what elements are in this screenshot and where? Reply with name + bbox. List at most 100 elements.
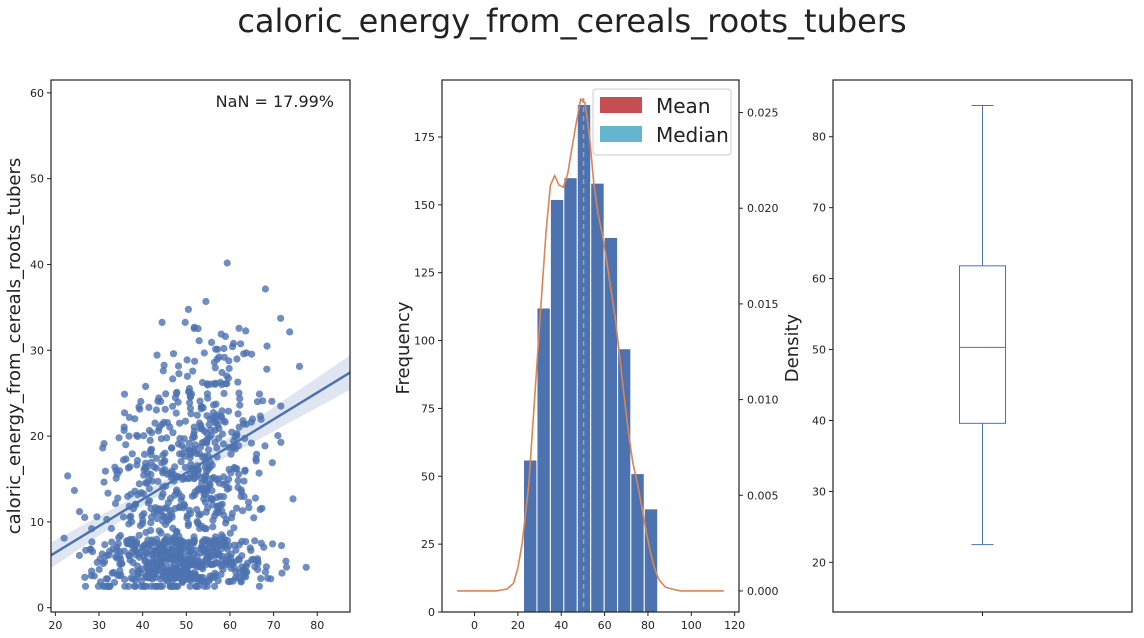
scatter-point — [197, 474, 205, 482]
scatter-point — [156, 505, 164, 513]
scatter-point — [199, 404, 207, 412]
x-tick-label: 30 — [92, 619, 106, 632]
scatter-point — [131, 582, 140, 590]
scatter-point — [237, 577, 245, 585]
scatter-point — [238, 488, 246, 496]
y2-axis-label: Density — [782, 313, 803, 382]
scatter-point — [190, 324, 198, 332]
scatter-point — [114, 494, 122, 502]
scatter-point — [196, 443, 205, 451]
scatter-point — [140, 471, 148, 479]
scatter-point — [241, 572, 249, 580]
scatter-point — [207, 426, 215, 434]
scatter-point — [268, 459, 276, 467]
legend-swatch — [600, 97, 642, 113]
scatter-point — [124, 492, 132, 500]
scatter-point — [219, 560, 227, 568]
kde-curve — [457, 97, 724, 592]
scatter-point — [247, 418, 255, 426]
scatter-point — [163, 533, 171, 541]
scatter-point — [201, 525, 209, 533]
scatter-point — [235, 423, 243, 431]
scatter-point — [179, 475, 187, 483]
scatter-point — [224, 578, 232, 586]
y-axis-label: Frequency — [393, 301, 414, 394]
legend-label: Median — [656, 123, 729, 147]
scatter-point — [88, 548, 97, 556]
scatter-point — [242, 327, 250, 335]
scatter-point — [160, 418, 168, 426]
scatter-point — [95, 565, 103, 574]
scatter-point — [164, 512, 173, 520]
scatter-point — [228, 558, 236, 567]
scatter-point — [255, 469, 263, 477]
scatter-point — [166, 469, 174, 477]
y-tick-label: 100 — [414, 335, 435, 348]
scatter-point — [147, 451, 155, 459]
scatter-point — [235, 470, 243, 478]
histogram-bar — [590, 182, 605, 613]
scatter-point — [193, 572, 201, 581]
scatter-point — [198, 577, 206, 585]
scatter-point — [277, 314, 285, 322]
scatter-point — [184, 522, 192, 530]
y-tick-label: 150 — [414, 199, 435, 212]
scatter-point — [208, 552, 216, 560]
scatter-point — [137, 397, 145, 406]
scatter-point — [253, 398, 262, 406]
scatter-point — [108, 569, 116, 577]
scatter-point — [120, 423, 128, 431]
scatter-point — [152, 568, 160, 576]
scatter-point — [213, 444, 221, 452]
scatter-point — [75, 551, 83, 560]
scatter-point — [286, 328, 294, 336]
scatter-point — [116, 531, 125, 540]
scatter-point — [227, 550, 235, 558]
scatter-point — [152, 454, 160, 462]
scatter-point — [162, 390, 170, 398]
scatter-point — [81, 573, 89, 581]
scatter-point — [193, 506, 201, 514]
x-tick-label: 100 — [681, 619, 702, 632]
scatter-point — [82, 546, 90, 554]
scatter-point — [249, 555, 257, 563]
scatter-point — [231, 445, 239, 453]
histogram-frame — [441, 79, 740, 613]
nan-annotation: NaN = 17.99% — [216, 92, 334, 111]
scatter-point — [198, 479, 206, 488]
scatter-point — [120, 409, 129, 417]
scatter-point — [240, 565, 248, 574]
y2-tick-label: 0.015 — [747, 298, 779, 311]
scatter-point — [127, 512, 135, 520]
scatter-point — [209, 414, 217, 422]
scatter-point — [219, 440, 227, 448]
scatter-point — [128, 568, 137, 576]
scatter-point — [178, 441, 186, 449]
scatter-point — [125, 551, 133, 560]
scatter-point — [128, 450, 136, 458]
scatter-point — [132, 548, 140, 556]
scatter-point — [254, 565, 262, 574]
scatter-point — [295, 362, 304, 370]
scatter-point — [121, 582, 129, 590]
scatter-point — [122, 441, 130, 449]
scatter-point — [147, 519, 155, 527]
scatter-point — [147, 458, 155, 466]
scatter-point — [133, 431, 141, 439]
scatter-point — [140, 450, 149, 458]
histogram-bar — [549, 198, 565, 613]
scatter-point — [125, 432, 133, 440]
scatter-point — [213, 502, 221, 510]
scatter-point — [186, 510, 194, 518]
scatter-point — [210, 537, 218, 545]
y2-tick-label: 0.005 — [747, 489, 779, 502]
scatter-point — [239, 507, 247, 515]
scatter-point — [186, 399, 194, 407]
y-tick-label: 175 — [414, 131, 435, 144]
scatter-point — [260, 543, 268, 551]
scatter-point — [234, 477, 242, 485]
scatter-point — [220, 493, 228, 501]
scatter-point — [153, 351, 161, 359]
scatter-point — [165, 543, 173, 551]
scatter-point — [274, 432, 282, 440]
